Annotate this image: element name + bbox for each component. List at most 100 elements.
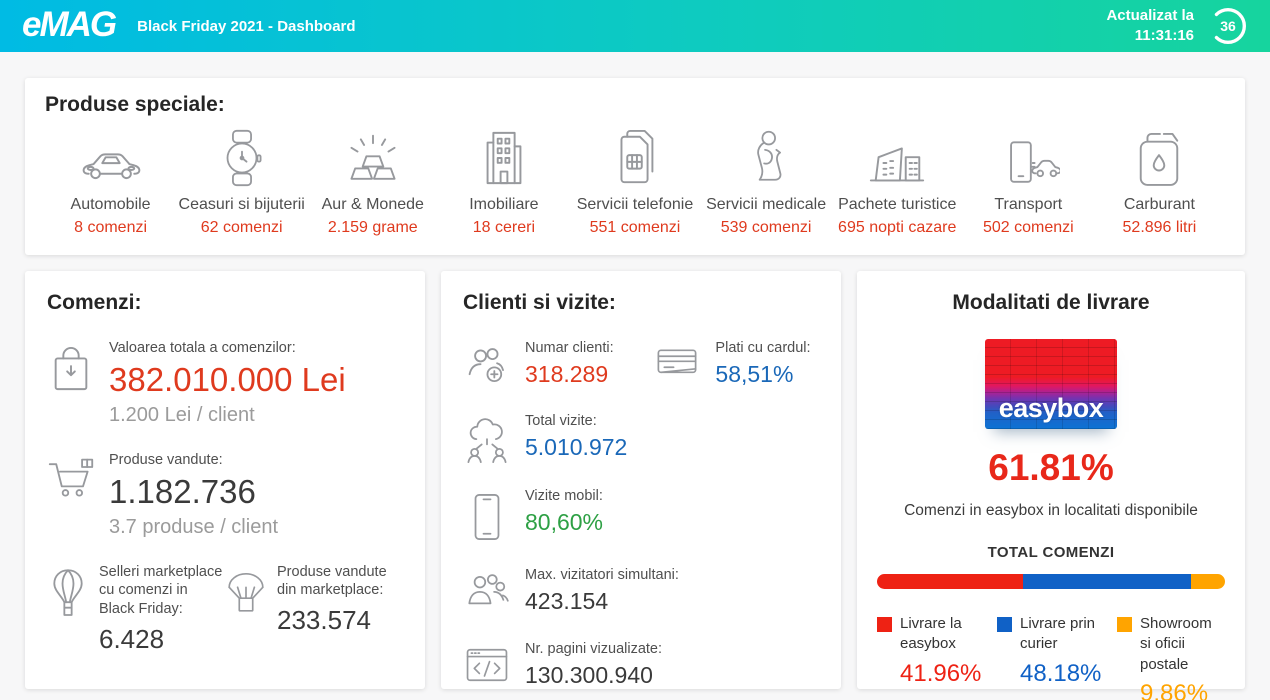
- easybox-logo: easybox: [985, 339, 1117, 429]
- legend-item-easybox: Livrare la easybox 41.96%: [877, 614, 985, 700]
- easybox-percent: 61.81%: [988, 447, 1114, 488]
- category-value: 502 comenzi: [982, 219, 1074, 236]
- shopping-bag-icon: [54, 347, 88, 391]
- parachute-box-icon: [228, 572, 264, 612]
- phone-car-icon: [1010, 141, 1061, 183]
- category-label: Servicii medicale: [706, 196, 827, 213]
- stat-label: Produse vandute din marketplace:: [277, 563, 387, 599]
- category-label: Ceasuri si bijuterii: [178, 196, 305, 213]
- stat-marketplace: Produse vandute din marketplace: 233.574: [225, 563, 403, 656]
- fuel-can-icon: [1140, 133, 1179, 186]
- mobile-visits-value: 80,60%: [525, 509, 604, 536]
- category-servicii-telefonie: Servicii telefonie 551 comenzi: [569, 127, 700, 237]
- stat-label: Vizite mobil:: [525, 488, 603, 505]
- stat-label: Numar clienti:: [525, 340, 614, 356]
- legend-label: Livrare la easybox: [900, 615, 962, 653]
- medical-body-icon: [757, 130, 782, 181]
- category-carburant: Carburant 52.896 litri: [1094, 127, 1225, 237]
- stat-numar-clienti: Numar clienti: 318.289: [463, 339, 653, 388]
- easybox-wordmark: easybox: [998, 393, 1104, 423]
- total-orders-value: 382.010.000 Lei: [109, 360, 346, 398]
- category-aur-monede: Aur & Monede 2.159 grame: [307, 127, 438, 237]
- category-value: 18 cereri: [472, 219, 535, 236]
- users-group-icon: [468, 574, 509, 605]
- dashboard-cards-row: Comenzi: Valoarea totala a comenzilor: 3…: [25, 271, 1245, 700]
- category-servicii-medicale: Servicii medicale 539 comenzi: [701, 127, 832, 237]
- app-header: eMAG Black Friday 2021 - Dashboard Actua…: [0, 0, 1270, 52]
- hotel-icon: [870, 147, 925, 182]
- stat-label: Nr. pagini vizualizate:: [525, 640, 663, 657]
- browser-code-icon: [466, 648, 508, 681]
- produse-speciale-title: Produse speciale:: [45, 93, 225, 116]
- stat-label: Max. vizitatori simultani:: [525, 567, 679, 584]
- easybox-caption: Comenzi in easybox in localitati disponi…: [904, 502, 1198, 519]
- category-label: Pachete turistice: [838, 196, 957, 213]
- livrare-title: Modalitati de livrare: [952, 291, 1150, 314]
- shopping-cart-icon: [48, 458, 94, 497]
- countdown-arc-icon: [1214, 8, 1246, 44]
- header-right: Actualizat la 11:31:16 36: [1106, 6, 1248, 47]
- bar-segment-easybox: [877, 574, 1024, 589]
- category-value: 52.896 litri: [1122, 219, 1197, 236]
- emag-logo: eMAG: [22, 4, 117, 44]
- category-value: 62 comenzi: [200, 219, 283, 236]
- category-imobiliare: Imobiliare 18 cereri: [438, 127, 569, 237]
- comenzi-title: Comenzi:: [47, 291, 142, 314]
- bar-segment-showroom: [1190, 574, 1225, 589]
- stat-selleri: Selleri marketplace cu comenzi in Black …: [47, 563, 225, 656]
- easybox-locker-grid: [985, 339, 1117, 429]
- stat-max-vizitatori: Max. vizitatori simultani: 423.154: [463, 566, 819, 615]
- building-icon: [486, 131, 522, 185]
- category-value: 695 nopti cazare: [838, 219, 957, 236]
- stat-valoare-totala: Valoarea totala a comenzilor: 382.010.00…: [47, 339, 403, 427]
- total-comenzi-title: TOTAL COMENZI: [987, 544, 1115, 561]
- stat-total-vizite: Total vizite: 5.010.972: [463, 412, 819, 464]
- max-visitors-value: 423.154: [525, 588, 609, 615]
- category-label: Transport: [994, 196, 1063, 213]
- clients-top-row: Numar clienti: 318.289 Plati cu cardul: …: [463, 339, 819, 412]
- sellers-value: 6.428: [99, 624, 165, 655]
- category-automobile: Automobile 8 comenzi: [45, 127, 176, 237]
- stat-label: Valoarea totala a comenzilor:: [109, 340, 296, 356]
- category-label: Servicii telefonie: [576, 196, 694, 213]
- refresh-countdown: 36: [1208, 6, 1248, 46]
- legend-value: 9.86%: [1140, 679, 1209, 700]
- marketplace-stats: Selleri marketplace cu comenzi in Black …: [47, 563, 403, 656]
- updated-at: Actualizat la 11:31:16: [1106, 6, 1194, 47]
- clienti-card: Clienti si vizite: Numar clienti: 318.28…: [441, 271, 841, 689]
- stat-pagini: Nr. pagini vizualizate: 130.300.940: [463, 640, 819, 689]
- category-label: Aur & Monede: [321, 196, 424, 213]
- credit-card-icon: [657, 349, 697, 374]
- stat-plati-card: Plati cu cardul: 58,51%: [653, 339, 819, 388]
- legend-value: 48.18%: [1020, 659, 1102, 687]
- products-sold-value: 1.182.736: [109, 472, 256, 510]
- stat-label: Plati cu cardul:: [715, 340, 811, 356]
- pageviews-value: 130.300.940: [525, 661, 653, 688]
- category-transport: Transport 502 comenzi: [963, 127, 1094, 237]
- legend-item-curier: Livrare prin curier 48.18%: [997, 614, 1105, 700]
- category-label: Carburant: [1123, 196, 1195, 213]
- legend-swatch: [877, 617, 892, 632]
- category-label: Imobiliare: [469, 196, 539, 213]
- gold-bars-icon: [350, 134, 396, 180]
- delivery-stacked-bar: [877, 574, 1225, 589]
- stat-vizite-mobil: Vizite mobil: 80,60%: [463, 487, 819, 542]
- updated-label: Actualizat la: [1106, 6, 1194, 24]
- users-plus-icon: [468, 348, 504, 383]
- clients-count-value: 318.289: [525, 360, 609, 387]
- total-visits-value: 5.010.972: [525, 434, 628, 461]
- cloud-users-icon: [467, 418, 507, 464]
- bar-segment-curier: [1023, 574, 1191, 589]
- per-client-value: 1.200 Lei / client: [109, 403, 255, 426]
- watch-icon: [226, 129, 262, 187]
- countdown-value: 36: [1220, 18, 1236, 34]
- stat-label: Selleri marketplace cu comenzi in Black …: [99, 563, 223, 618]
- delivery-legend: Livrare la easybox 41.96% Livrare prin c…: [877, 614, 1225, 700]
- sim-card-icon: [620, 129, 654, 184]
- legend-value: 41.96%: [900, 659, 982, 687]
- category-value: 551 comenzi: [589, 219, 681, 236]
- category-value: 8 comenzi: [74, 219, 148, 236]
- stat-label: Produse vandute:: [109, 451, 223, 468]
- category-label: Automobile: [70, 196, 151, 213]
- dashboard-title: Black Friday 2021 - Dashboard: [137, 17, 356, 35]
